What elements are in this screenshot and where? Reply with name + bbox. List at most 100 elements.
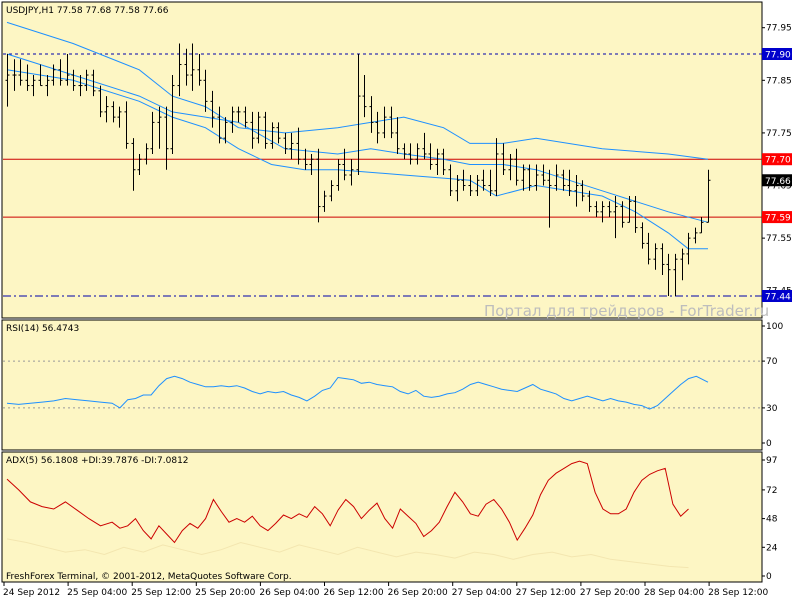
adx-panel: ADX(5) 56.1808 +DI:39.7876 -DI:7.0812 97… (1, 451, 778, 583)
time-tick-label: 25 Sep 20:00 (195, 588, 255, 598)
price-tick-label: 77.85 (766, 76, 792, 86)
price-bar (270, 122, 275, 149)
price-bar (197, 54, 202, 86)
svg-text:77.90: 77.90 (765, 51, 791, 61)
price-bar (660, 243, 665, 275)
price-bar (389, 106, 394, 139)
price-bar (336, 159, 341, 191)
price-bar (441, 148, 446, 175)
price-bar (633, 196, 638, 233)
rsi-level-lines (3, 360, 762, 409)
price-bar (501, 143, 506, 175)
price-bar (435, 148, 440, 175)
price-bar (12, 59, 17, 91)
price-level-label: 77.44 (762, 290, 792, 303)
price-tick-label: 77.95 (766, 24, 792, 34)
price-bar (395, 117, 400, 154)
price-bar (256, 111, 261, 144)
price-bar (666, 253, 671, 296)
adx-panel-background (1, 451, 763, 583)
price-bar (309, 153, 314, 175)
price-bar (461, 169, 466, 191)
price-bar (587, 190, 592, 212)
watermark-text: Портал для трейдеров - ForTrader.ru (484, 302, 769, 320)
price-bar (561, 169, 566, 191)
price-bar (111, 101, 116, 123)
price-bar (38, 64, 43, 87)
price-bar (283, 132, 288, 154)
adx-tick-label: 97 (766, 456, 777, 466)
price-bar (263, 111, 268, 149)
price-bar (31, 75, 36, 97)
svg-text:77.70: 77.70 (765, 156, 791, 166)
price-bar (448, 164, 453, 197)
price-bar (329, 180, 334, 202)
price-tick-label: 77.55 (766, 234, 792, 244)
price-bar (362, 75, 367, 118)
price-bar (706, 169, 711, 223)
price-bar (580, 180, 585, 202)
price-bar (289, 132, 294, 160)
price-bar (203, 69, 208, 112)
price-bar (408, 143, 413, 165)
price-bar (276, 122, 281, 144)
price-band-upper-line (6, 21, 709, 160)
price-bar (316, 148, 321, 223)
adx-series (6, 460, 689, 569)
price-bar (78, 75, 83, 97)
price-bar (620, 201, 625, 228)
price-panel-title: USDJPY,H1 77.58 77.68 77.58 77.66 (6, 6, 169, 16)
price-bar (521, 164, 526, 191)
time-tick-label: 27 Sep 20:00 (580, 588, 640, 598)
adx-tick-label: 0 (766, 572, 772, 582)
time-tick-label: 27 Sep 12:00 (516, 588, 576, 598)
price-bar (157, 106, 162, 149)
time-tick-label: 26 Sep 12:00 (324, 588, 384, 598)
price-bar (422, 132, 427, 160)
price-band-mid-line (6, 53, 709, 223)
price-bar (124, 101, 129, 149)
copyright-text: FreshForex Terminal, © 2001-2012, MetaQu… (6, 572, 292, 582)
price-bar (369, 96, 374, 133)
price-bar (428, 143, 433, 170)
price-bar (541, 164, 546, 186)
price-bar (686, 232, 691, 265)
rsi-axis-ticks: 100 70 30 0 (762, 322, 783, 449)
price-bar (680, 248, 685, 281)
price-bar (5, 54, 10, 107)
price-bar (514, 148, 519, 186)
price-bar (223, 117, 228, 144)
rsi-tick-label: 100 (766, 322, 783, 332)
price-bar (455, 175, 460, 202)
svg-text:77.59: 77.59 (765, 214, 791, 224)
price-bar (230, 106, 235, 133)
time-axis: 24 Sep 2012 25 Sep 04:00 25 Sep 12:00 25 Se… (3, 582, 768, 598)
price-bar (250, 111, 255, 149)
adx-line (6, 460, 689, 544)
price-bar (342, 148, 347, 181)
price-bar (84, 69, 89, 91)
price-bar (45, 75, 50, 97)
svg-text:77.66: 77.66 (765, 177, 791, 187)
price-bar (613, 196, 618, 239)
price-bar (382, 106, 387, 139)
price-bar (137, 153, 142, 175)
price-bar (25, 64, 30, 91)
time-tick-label: 27 Sep 04:00 (452, 588, 512, 598)
price-bar (468, 175, 473, 197)
price-bar (170, 75, 175, 154)
price-bar (177, 43, 182, 97)
price-bar (91, 69, 96, 97)
price-bar (527, 164, 532, 191)
price-bar (607, 201, 612, 218)
time-tick-label: 28 Sep 12:00 (708, 588, 768, 598)
price-bar (693, 227, 698, 244)
price-bar (508, 153, 513, 181)
price-level-label: 77.66 (762, 174, 792, 187)
price-bar (475, 175, 480, 197)
price-bar (243, 106, 248, 128)
price-bar (494, 138, 499, 197)
adx-tick-label: 48 (766, 515, 778, 525)
price-bar (349, 159, 354, 186)
price-bar (600, 201, 605, 223)
